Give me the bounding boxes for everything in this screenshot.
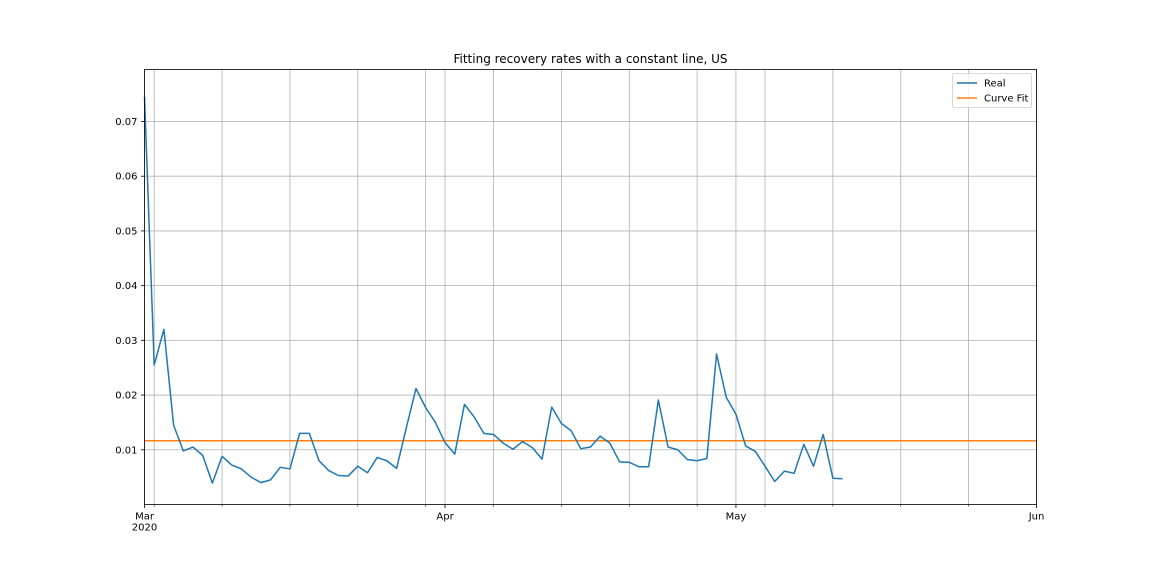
chart-title: Fitting recovery rates with a constant l…	[453, 52, 727, 66]
legend: Real Curve Fit	[952, 73, 1032, 108]
y-tick-label: 0.03	[115, 336, 137, 347]
series-real-line	[143, 96, 843, 484]
x-tick-label: Jun	[1028, 512, 1045, 523]
x-tick-label: Apr	[436, 512, 454, 523]
y-axis: 0.01 0.02 0.03 0.04 0.05 0.06 0.07	[115, 117, 145, 456]
y-tick-label: 0.01	[115, 445, 137, 456]
y-tick-label: 0.05	[115, 226, 137, 237]
y-tick-label: 0.02	[115, 391, 137, 402]
legend-label-real: Real	[984, 79, 1006, 90]
y-tick-label: 0.04	[115, 281, 137, 292]
y-tick-label: 0.06	[115, 172, 137, 183]
series-layer	[143, 96, 1037, 484]
x-tick-sublabel: 2020	[132, 523, 157, 534]
legend-label-curve-fit: Curve Fit	[984, 94, 1028, 105]
grid	[144, 69, 1037, 505]
plot-frame	[144, 69, 1037, 505]
legend-box	[952, 73, 1032, 108]
y-tick-label: 0.07	[115, 117, 137, 128]
x-tick-label: Mar	[135, 512, 155, 523]
x-tick-label: May	[726, 512, 747, 523]
